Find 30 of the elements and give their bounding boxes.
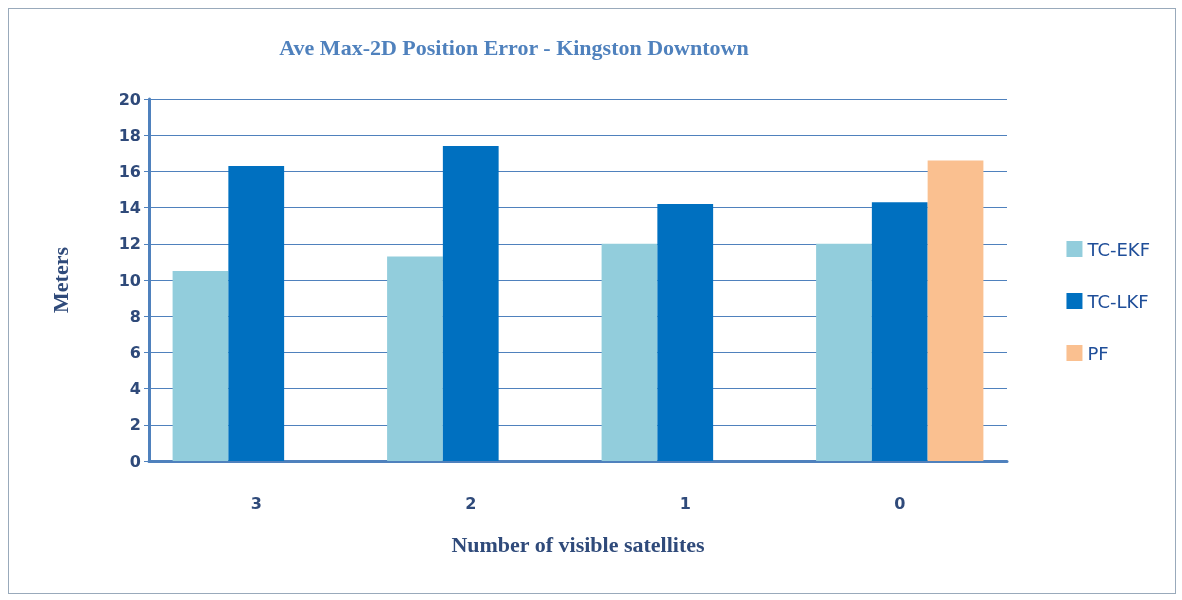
- x-tick-label: 1: [679, 493, 691, 513]
- y-tick-label: 0: [129, 451, 141, 471]
- bar: [816, 243, 872, 461]
- bar: [601, 243, 658, 461]
- bar: [387, 256, 443, 461]
- y-tick-label: 18: [118, 125, 141, 145]
- y-tick-label: 8: [129, 306, 141, 326]
- y-tick-label: 10: [118, 270, 141, 290]
- legend-label: TC-LKF: [1086, 290, 1149, 312]
- y-tick-label: 16: [118, 161, 141, 181]
- y-tick-label: 2: [129, 415, 141, 435]
- x-tick-label: 0: [894, 493, 906, 513]
- legend-label: TC-EKF: [1086, 238, 1151, 260]
- y-tick-label: 4: [129, 379, 141, 399]
- bar: [442, 146, 499, 461]
- bar: [172, 270, 229, 461]
- y-tick-label: 14: [118, 198, 141, 218]
- x-tick-label: 3: [250, 493, 262, 513]
- y-tick-label: 20: [118, 89, 141, 109]
- bar: [228, 165, 285, 461]
- x-tick-label: 2: [465, 493, 477, 513]
- bar: [657, 203, 714, 461]
- x-axis-title: Number of visible satellites: [451, 531, 706, 557]
- bar: [871, 202, 928, 461]
- legend-label: PF: [1087, 342, 1109, 364]
- y-tick-label: 12: [118, 234, 141, 254]
- y-axis-title: Meters: [47, 246, 73, 313]
- bar: [927, 160, 984, 461]
- chart-title: Ave Max-2D Position Error - Kingston Downtown: [279, 34, 749, 60]
- y-tick-label: 6: [129, 342, 141, 362]
